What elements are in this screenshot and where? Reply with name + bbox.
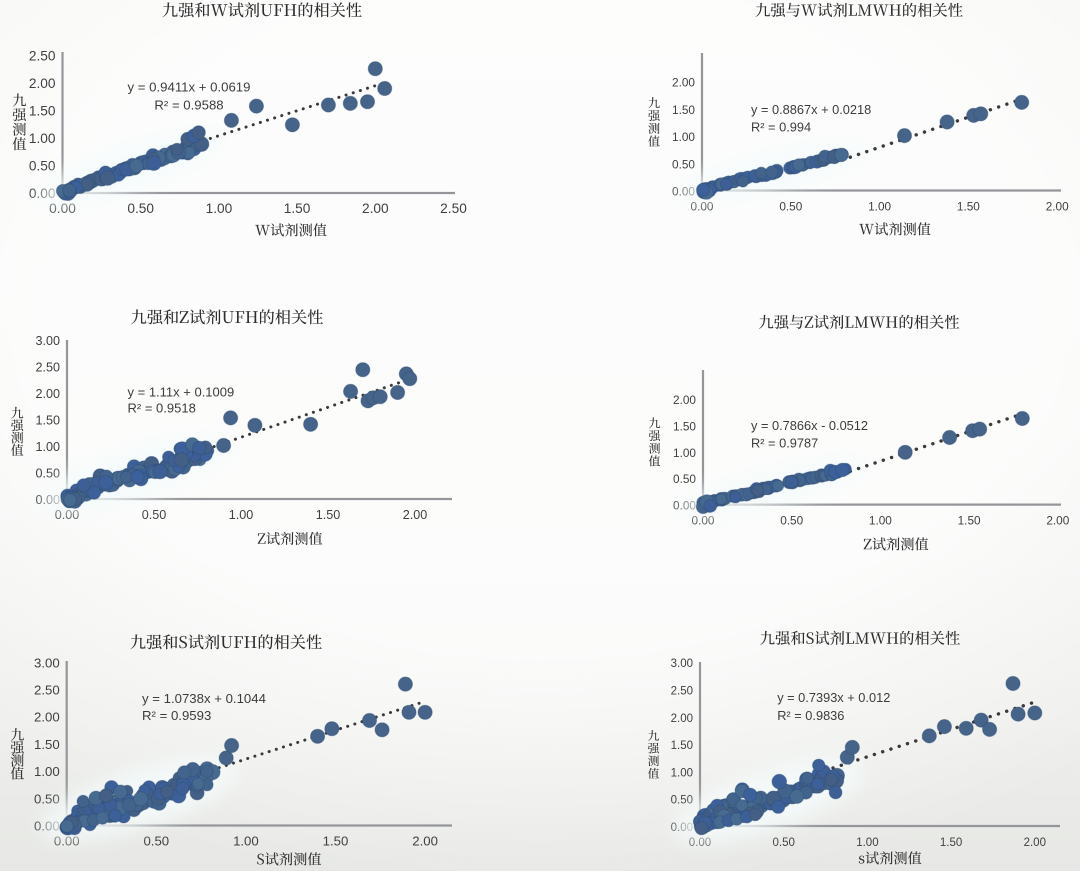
svg-text:0.50: 0.50: [127, 201, 154, 216]
svg-text:1.50: 1.50: [316, 508, 341, 522]
svg-text:0.50: 0.50: [34, 791, 60, 806]
svg-text:0.00: 0.00: [692, 514, 715, 528]
svg-text:0.50: 0.50: [672, 157, 695, 171]
svg-text:1.00: 1.00: [206, 201, 233, 216]
svg-text:2.00: 2.00: [672, 76, 695, 90]
svg-text:2.50: 2.50: [29, 49, 56, 64]
svg-text:2.00: 2.00: [1046, 200, 1069, 214]
svg-text:2.00: 2.00: [671, 713, 693, 725]
svg-text:1.00: 1.00: [233, 834, 259, 849]
svg-text:1.00: 1.00: [35, 440, 60, 454]
svg-text:2.00: 2.00: [403, 508, 428, 522]
svg-text:1.00: 1.00: [34, 764, 60, 779]
svg-text:y = 0.7393x + 0.012: y = 0.7393x + 0.012: [777, 690, 890, 705]
svg-text:2.00: 2.00: [412, 834, 438, 849]
svg-text:0.50: 0.50: [671, 795, 693, 807]
svg-text:1.00: 1.00: [229, 508, 254, 522]
svg-text:R² = 0.9593: R² = 0.9593: [142, 708, 211, 723]
svg-text:0.50: 0.50: [143, 834, 169, 849]
svg-text:R² = 0.9518: R² = 0.9518: [128, 401, 196, 416]
svg-text:0.50: 0.50: [773, 837, 795, 849]
svg-text:1.00: 1.00: [856, 837, 878, 849]
svg-text:1.50: 1.50: [957, 200, 980, 214]
svg-text:3.00: 3.00: [35, 334, 60, 348]
svg-text:1.00: 1.00: [672, 130, 695, 144]
svg-text:1.50: 1.50: [673, 419, 696, 433]
svg-text:1.50: 1.50: [958, 514, 981, 528]
svg-text:1.50: 1.50: [284, 201, 311, 216]
svg-text:3.00: 3.00: [34, 655, 60, 670]
svg-text:1.50: 1.50: [940, 837, 962, 849]
svg-text:2.50: 2.50: [35, 361, 60, 375]
svg-text:2.00: 2.00: [34, 710, 60, 725]
svg-text:1.00: 1.00: [671, 767, 693, 779]
svg-text:R² = 0.994: R² = 0.994: [751, 119, 811, 134]
svg-text:y = 0.9411x + 0.0619: y = 0.9411x + 0.0619: [128, 79, 251, 94]
svg-text:1.50: 1.50: [34, 737, 60, 752]
svg-text:y = 0.8867x + 0.0218: y = 0.8867x + 0.0218: [751, 102, 871, 117]
svg-text:1.50: 1.50: [671, 740, 693, 752]
svg-text:1.50: 1.50: [323, 834, 349, 849]
svg-text:3.00: 3.00: [671, 658, 693, 670]
svg-text:R² = 0.9588: R² = 0.9588: [154, 98, 223, 113]
svg-text:1.00: 1.00: [673, 446, 696, 460]
svg-text:2.50: 2.50: [671, 686, 693, 698]
svg-text:R² = 0.9787: R² = 0.9787: [751, 435, 818, 450]
svg-text:1.00: 1.00: [869, 514, 892, 528]
svg-text:0.50: 0.50: [673, 472, 696, 486]
svg-text:0.50: 0.50: [142, 508, 167, 522]
svg-text:2.00: 2.00: [35, 387, 60, 401]
svg-text:2.00: 2.00: [673, 393, 696, 407]
svg-text:2.50: 2.50: [440, 201, 467, 216]
svg-text:1.00: 1.00: [29, 131, 56, 146]
svg-text:1.00: 1.00: [868, 200, 891, 214]
svg-text:0.00: 0.00: [691, 200, 714, 214]
svg-text:1.50: 1.50: [672, 103, 695, 117]
svg-text:y = 1.11x + 0.1009: y = 1.11x + 0.1009: [128, 384, 235, 399]
svg-text:0.50: 0.50: [779, 200, 802, 214]
svg-text:2.00: 2.00: [1046, 514, 1069, 528]
svg-text:y = 1.0738x + 0.1044: y = 1.0738x + 0.1044: [142, 691, 266, 706]
svg-text:0.50: 0.50: [29, 159, 56, 174]
svg-text:2.50: 2.50: [34, 683, 60, 698]
svg-text:0.50: 0.50: [780, 514, 803, 528]
svg-text:2.00: 2.00: [29, 76, 56, 91]
svg-text:1.50: 1.50: [35, 414, 60, 428]
svg-text:1.50: 1.50: [29, 104, 56, 119]
svg-text:R² = 0.9836: R² = 0.9836: [777, 708, 844, 723]
svg-text:y = 0.7866x - 0.0512: y = 0.7866x - 0.0512: [751, 418, 868, 433]
svg-text:2.00: 2.00: [1024, 837, 1046, 849]
svg-text:2.00: 2.00: [362, 201, 389, 216]
svg-text:0.50: 0.50: [35, 467, 60, 481]
